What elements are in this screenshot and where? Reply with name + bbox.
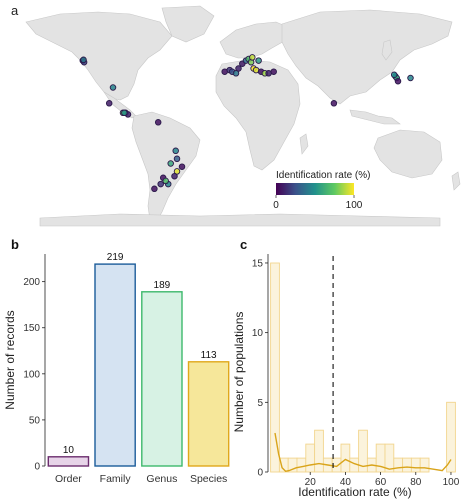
c-bin-17 [419,457,430,473]
map-point-15 [171,172,178,180]
c-x-axis-title: Identification rate (%) [298,485,411,499]
b-x-tick-label-family: Family [100,473,132,485]
b-y-ticks: 0 50 100 150 200 [23,277,45,473]
map-points [79,54,414,193]
world-map [25,5,461,227]
colorbar-tick-label-0: 0 [273,200,279,211]
map-point-19 [162,177,169,185]
map-point-33 [255,57,262,64]
panel-letter-b: b [11,237,19,252]
continents [25,5,461,227]
c-bin-10 [358,429,368,473]
madagascar-landmass [299,133,309,155]
c-bin-4 [305,443,316,473]
map-point-20 [151,185,158,193]
map-point-2 [80,56,87,64]
c-bin-16 [410,457,421,473]
histogram-populations: 0 5 10 15 20 40 60 80 100 Number of populations… [232,254,460,499]
colorbar-gradient [276,183,354,195]
b-data-label-genus: 189 [154,280,171,291]
map-point-13 [178,163,186,170]
panel-letter-c: c [240,237,247,252]
c-y-tick-label-5: 5 [257,398,263,409]
c-bin-20 [446,401,456,473]
b-x-tick-label-order: Order [55,473,82,485]
c-x-tick-label-100: 100 [443,477,460,488]
c-bin-0 [270,262,280,473]
north-america-landmass [25,11,173,101]
map-point-9 [154,119,162,126]
colorbar-legend: Identification rate (%) 0 100 [273,170,370,211]
map-point-41 [390,71,398,79]
c-x-tick-label-20: 20 [305,477,317,488]
map-point-11 [173,155,181,163]
map-point-25 [232,70,240,77]
b-y-tick-label-200: 200 [23,277,40,288]
bar-chart-records: 0 50 100 150 200 10 219 189 113 Order Family Genu… [3,252,230,485]
map-point-30 [249,54,256,61]
c-bin-14 [393,457,404,473]
map-point-10 [172,147,179,155]
b-x-tick-label-genus: Genus [146,473,177,485]
c-bin-15 [402,457,412,473]
new-zealand-landmass [451,171,461,191]
map-point-17 [157,180,164,188]
antarctica-landmass [39,213,441,227]
b-data-labels: 10 219 189 113 [63,252,217,456]
map-point-42 [394,77,402,85]
c-x-tick-label-60: 60 [375,477,387,488]
map-point-8 [121,109,128,117]
b-y-tick-label-100: 100 [23,369,40,380]
b-data-label-order: 10 [63,445,75,456]
b-bars [47,263,230,467]
b-data-label-species: 113 [201,350,217,361]
greenland-landmass [161,5,215,43]
c-y-tick-label-10: 10 [252,328,264,339]
b-y-tick-label-0: 0 [34,462,40,473]
c-x-ticks: 20 40 60 80 100 [305,472,460,488]
b-bar-family [94,263,136,467]
colorbar-title: Identification rate (%) [276,170,371,181]
map-point-38 [330,100,338,107]
c-histogram-bins [270,262,456,473]
c-y-ticks: 0 5 10 15 [252,258,268,479]
colorbar-ticks: 0 100 [273,195,363,211]
b-x-ticks: Order Family Genus Species [55,473,227,485]
europe-landmass [219,21,291,59]
c-bin-5 [314,429,324,473]
b-bar-genus [141,291,183,467]
c-y-tick-label-15: 15 [252,258,264,269]
b-data-label-family: 219 [107,252,124,263]
colorbar-tick-label-100: 100 [346,200,363,211]
b-x-tick-label-species: Species [190,473,227,485]
asia-landmass [281,9,453,105]
b-y-tick-label-50: 50 [29,415,41,426]
c-bin-3 [296,457,307,473]
map-point-43 [407,74,414,82]
indonesia-landmass [349,109,401,125]
australia-landmass [373,129,443,179]
c-bin-8 [340,443,351,473]
africa-landmass [215,59,301,171]
map-point-3 [109,84,117,91]
panel-letter-a: a [11,3,19,18]
c-x-tick-label-80: 80 [410,477,422,488]
south-america-landmass [131,111,201,223]
map-point-37 [270,68,277,75]
japan-landmass [381,39,393,61]
c-y-axis-title: Number of populations [232,312,246,433]
c-density-curve [274,432,452,473]
b-bar-order [47,456,90,467]
c-y-tick-label-0: 0 [257,468,263,479]
map-point-12 [167,160,174,167]
b-y-tick-label-150: 150 [23,323,40,334]
c-x-tick-label-40: 40 [340,477,352,488]
b-bar-species [187,361,230,467]
map-point-4 [105,100,113,107]
b-y-axis-title: Number of records [3,310,17,409]
